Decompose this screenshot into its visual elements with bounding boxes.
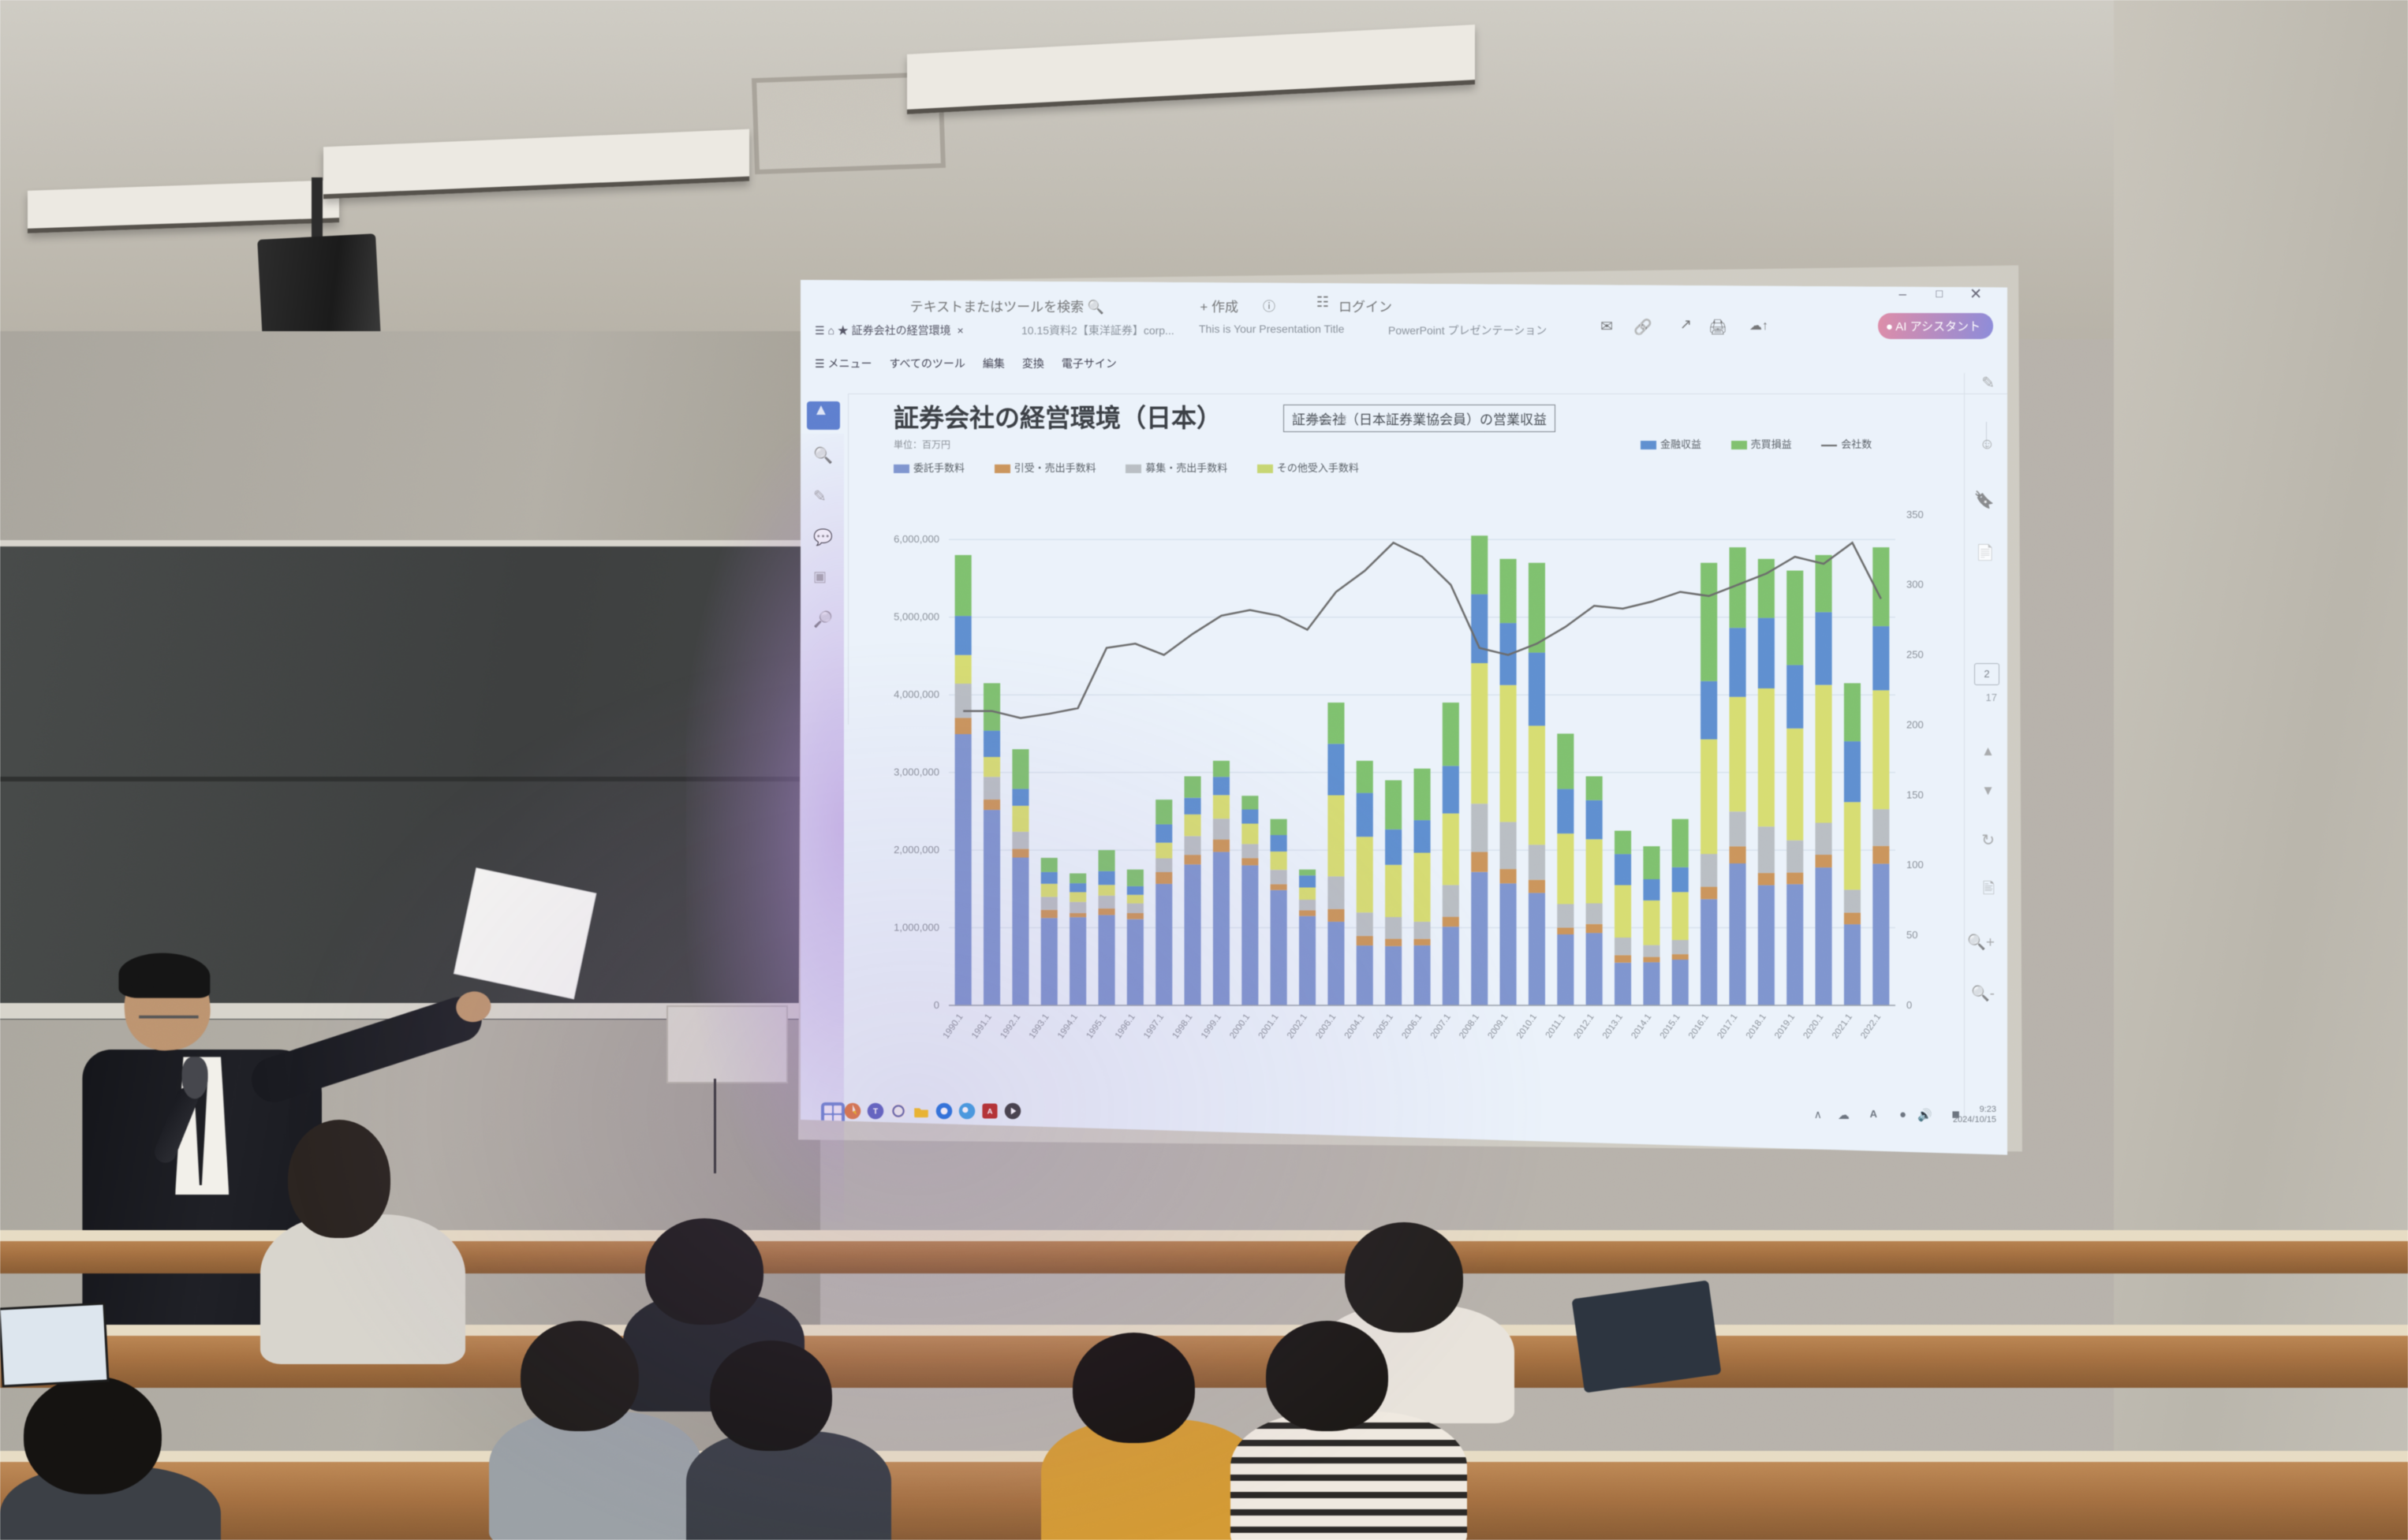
svg-text:5,000,000: 5,000,000 — [894, 611, 939, 623]
svg-text:2,000,000: 2,000,000 — [894, 844, 939, 856]
svg-text:2003.1: 2003.1 — [1314, 1012, 1338, 1041]
svg-text:2020.1: 2020.1 — [1802, 1012, 1826, 1041]
svg-text:2008.1: 2008.1 — [1458, 1012, 1481, 1041]
svg-text:2009.1: 2009.1 — [1487, 1012, 1510, 1041]
svg-text:2018.1: 2018.1 — [1745, 1012, 1768, 1041]
svg-text:1995.1: 1995.1 — [1085, 1012, 1108, 1041]
svg-text:6,000,000: 6,000,000 — [894, 533, 939, 545]
svg-text:1999.1: 1999.1 — [1200, 1012, 1223, 1041]
svg-text:2002.1: 2002.1 — [1286, 1012, 1309, 1041]
svg-text:200: 200 — [1906, 718, 1924, 730]
svg-text:T: T — [873, 1108, 879, 1117]
svg-text:1993.1: 1993.1 — [1028, 1012, 1051, 1041]
svg-text:1991.1: 1991.1 — [970, 1012, 994, 1041]
svg-text:1992.1: 1992.1 — [999, 1012, 1022, 1041]
svg-text:2022.1: 2022.1 — [1859, 1012, 1883, 1041]
svg-text:300: 300 — [1906, 579, 1924, 591]
svg-text:2011.1: 2011.1 — [1544, 1012, 1568, 1040]
svg-text:2019.1: 2019.1 — [1773, 1012, 1797, 1041]
svg-text:3,000,000: 3,000,000 — [894, 766, 939, 778]
svg-text:250: 250 — [1906, 649, 1924, 661]
svg-text:150: 150 — [1906, 789, 1924, 800]
svg-text:2005.1: 2005.1 — [1372, 1012, 1395, 1041]
svg-text:2017.1: 2017.1 — [1715, 1012, 1739, 1041]
svg-text:2014.1: 2014.1 — [1630, 1012, 1653, 1041]
svg-text:A: A — [987, 1108, 993, 1117]
svg-text:2001.1: 2001.1 — [1257, 1012, 1281, 1041]
svg-text:4,000,000: 4,000,000 — [894, 688, 939, 700]
svg-text:1990.1: 1990.1 — [942, 1012, 965, 1041]
svg-text:1,000,000: 1,000,000 — [894, 922, 939, 934]
svg-text:2010.1: 2010.1 — [1515, 1012, 1539, 1041]
svg-text:350: 350 — [1906, 509, 1924, 520]
svg-text:2016.1: 2016.1 — [1687, 1012, 1711, 1041]
svg-text:1997.1: 1997.1 — [1142, 1012, 1166, 1041]
svg-text:1998.1: 1998.1 — [1171, 1012, 1195, 1041]
svg-text:2013.1: 2013.1 — [1601, 1012, 1625, 1041]
svg-text:50: 50 — [1906, 929, 1917, 941]
svg-text:2004.1: 2004.1 — [1343, 1012, 1367, 1041]
svg-text:1996.1: 1996.1 — [1114, 1012, 1137, 1041]
svg-text:1994.1: 1994.1 — [1056, 1012, 1080, 1041]
svg-text:2015.1: 2015.1 — [1659, 1012, 1682, 1041]
svg-text:2012.1: 2012.1 — [1573, 1012, 1596, 1041]
svg-text:0: 0 — [934, 999, 939, 1011]
svg-text:2000.1: 2000.1 — [1228, 1012, 1252, 1041]
svg-text:100: 100 — [1906, 859, 1924, 871]
svg-text:2006.1: 2006.1 — [1400, 1012, 1424, 1041]
svg-text:2007.1: 2007.1 — [1429, 1012, 1453, 1041]
svg-text:2021.1: 2021.1 — [1831, 1012, 1854, 1041]
svg-text:0: 0 — [1906, 999, 1912, 1011]
